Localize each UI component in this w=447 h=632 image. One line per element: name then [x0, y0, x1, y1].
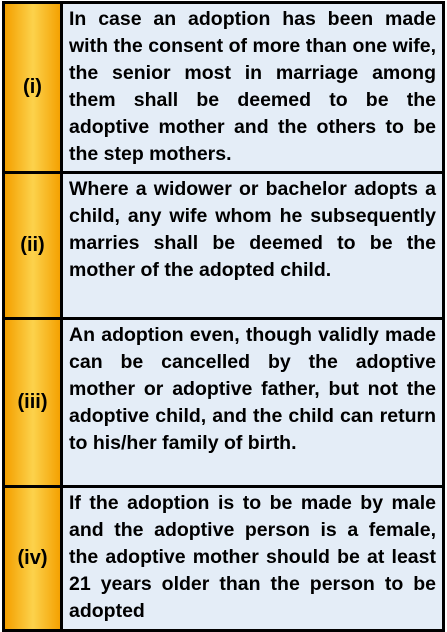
table-row: (i) In case an adoption has been made wit…	[2, 1, 445, 174]
row-number: (i)	[2, 1, 63, 174]
row-text: In case an adoption has been made with t…	[60, 1, 445, 174]
row-text: Where a widower or bachelor adopts a chi…	[60, 171, 445, 320]
table-row: (iii) An adoption even, though validly ma…	[2, 317, 445, 488]
row-number: (iv)	[2, 485, 63, 632]
table-row: (iv) If the adoption is to be made by mal…	[2, 485, 445, 632]
table-row: (ii) Where a widower or bachelor adopts a…	[2, 171, 445, 320]
row-number: (iii)	[2, 317, 63, 488]
row-text: An adoption even, though validly made ca…	[60, 317, 445, 488]
row-number: (ii)	[2, 171, 63, 320]
row-text: If the adoption is to be made by male an…	[60, 485, 445, 632]
